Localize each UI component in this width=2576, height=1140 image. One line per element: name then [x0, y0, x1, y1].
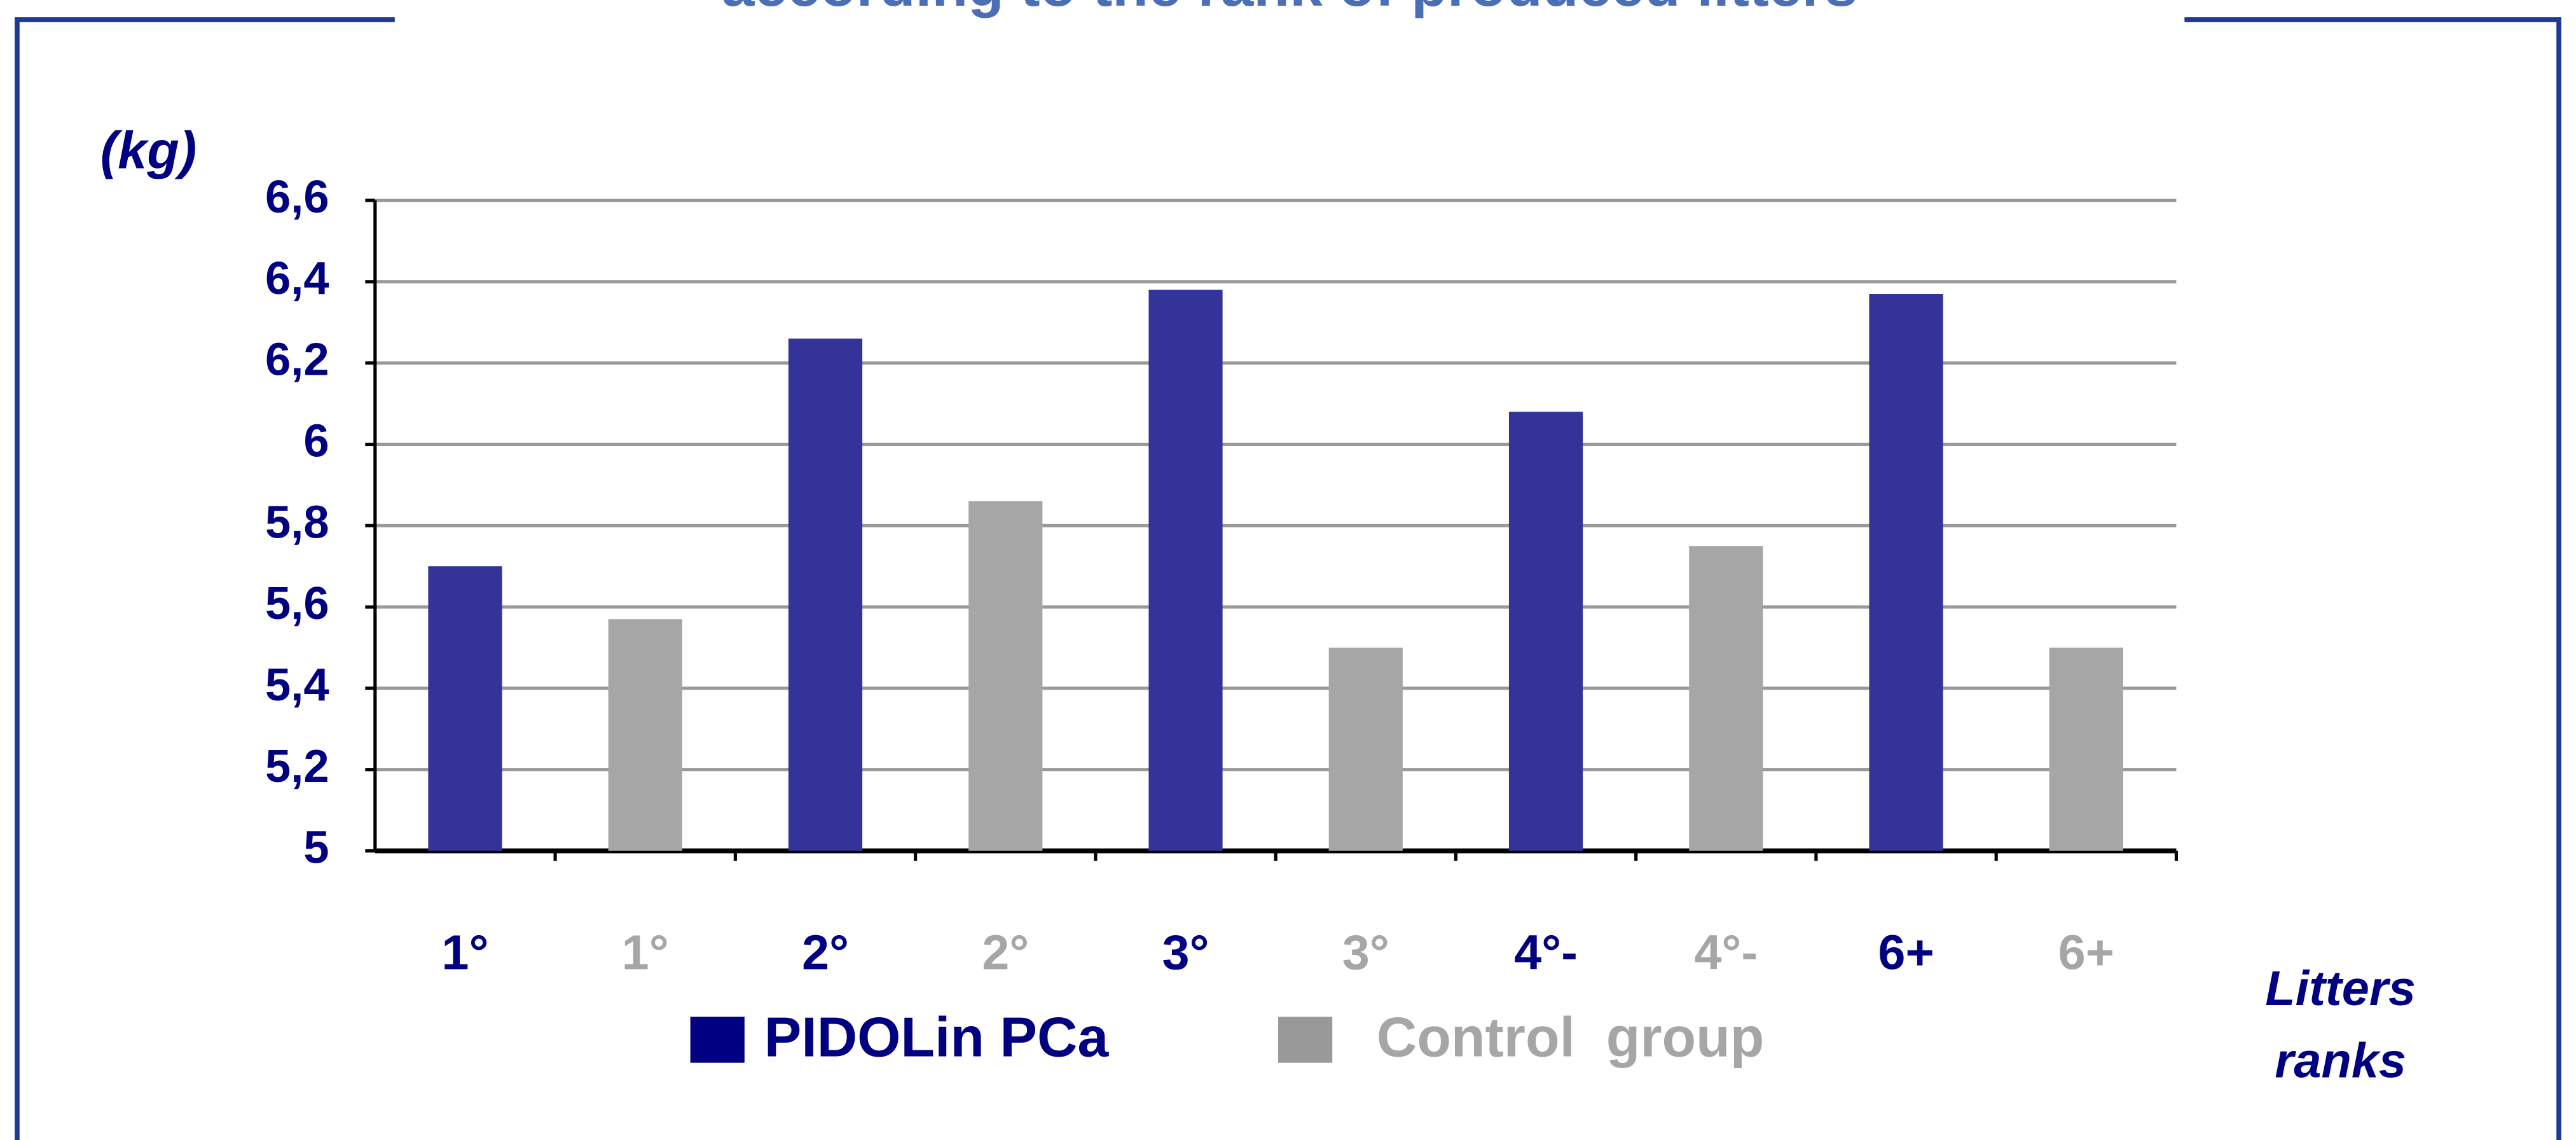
legend-label: PIDOLin PCa	[764, 1006, 1110, 1068]
x-tick-label: 3°	[1342, 925, 1389, 980]
bar	[1508, 412, 1583, 851]
bar	[1869, 294, 1943, 851]
y-tick-label: 5,2	[265, 741, 329, 792]
bar	[1689, 546, 1763, 851]
bar	[428, 566, 502, 851]
x-tick-label: 6+	[1878, 925, 1934, 980]
x-tick-label: 2°	[982, 925, 1029, 980]
x-tick-label: 4°-	[1514, 925, 1578, 980]
y-axis-label: (kg)	[100, 121, 196, 180]
frame	[15, 17, 2561, 1140]
legend-swatch	[690, 1017, 745, 1063]
x-tick-label: 6+	[2058, 925, 2114, 980]
y-tick-label: 6,6	[265, 172, 329, 223]
legend-swatch	[1278, 1017, 1333, 1063]
bar	[2049, 648, 2123, 851]
x-tick-label: 3°	[1162, 925, 1209, 980]
bar	[968, 501, 1043, 851]
x-tick-label: 1°	[622, 925, 669, 980]
y-tick-label: 5,8	[265, 497, 329, 548]
y-tick-label: 5,6	[265, 578, 329, 629]
bar	[788, 338, 863, 851]
y-tick-label: 5	[303, 823, 329, 873]
y-tick-label: 5,4	[265, 660, 329, 711]
x-tick-label: 4°-	[1694, 925, 1758, 980]
y-tick-label: 6	[303, 416, 329, 467]
x-tick-label: 2°	[802, 925, 849, 980]
bar	[1328, 648, 1403, 851]
y-tick-label: 6,2	[265, 335, 329, 386]
y-tick-label: 6,4	[265, 253, 329, 304]
x-axis-label: Litters	[2265, 961, 2416, 1016]
chart-title: according to the rank of produced litter…	[722, 0, 1858, 18]
x-axis-label: ranks	[2275, 1034, 2406, 1088]
x-tick-label: 1°	[441, 925, 488, 980]
bar	[608, 619, 682, 851]
bar	[1148, 289, 1223, 851]
legend-label: Control group	[1377, 1006, 1764, 1068]
